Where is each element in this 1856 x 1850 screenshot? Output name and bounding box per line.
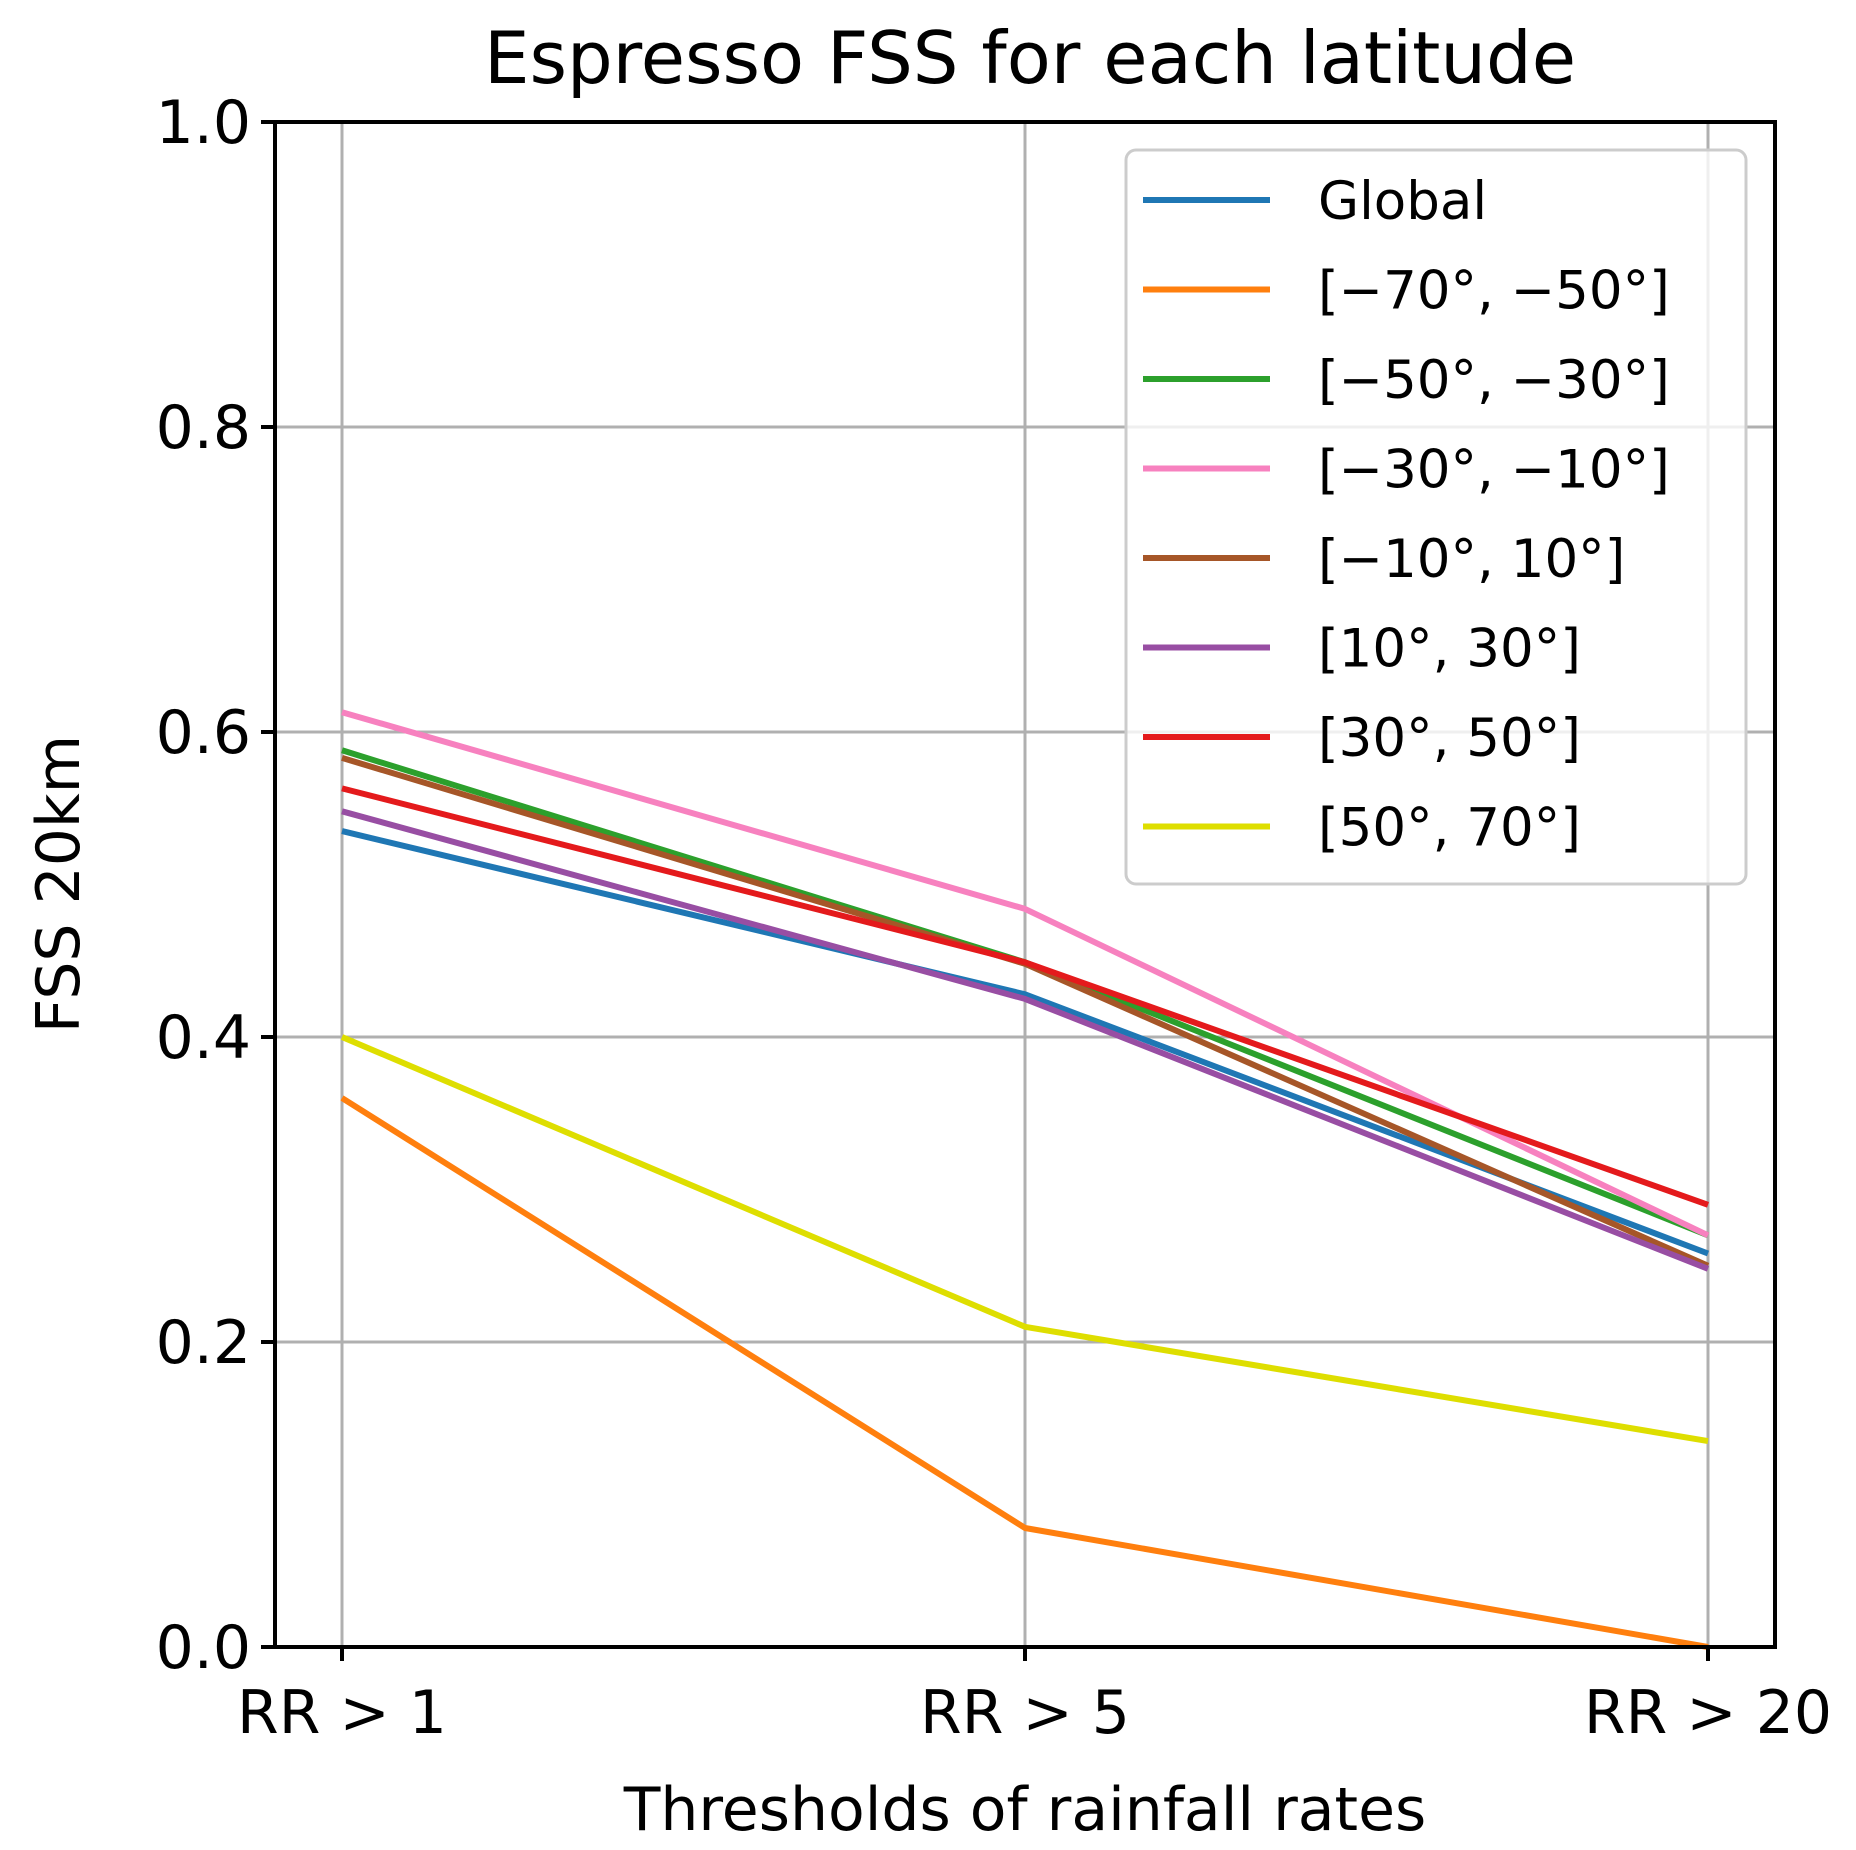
series-lines bbox=[340, 709, 1710, 1650]
y-tick-label: 0.0 bbox=[156, 1613, 251, 1683]
legend-label: [−70°, −50°] bbox=[1318, 261, 1670, 322]
y-tick-label: 0.8 bbox=[156, 393, 251, 463]
y-tick-label: 1.0 bbox=[156, 88, 251, 158]
y-axis-ticks: 0.0 0.2 0.4 0.6 0.8 1.0 bbox=[156, 88, 275, 1683]
x-tick-label: RR > 1 bbox=[237, 1678, 447, 1748]
series-line bbox=[340, 1095, 1709, 1650]
series-line bbox=[341, 785, 1710, 1208]
x-tick-label: RR > 20 bbox=[1584, 1678, 1832, 1748]
x-tick-label: RR > 5 bbox=[920, 1678, 1130, 1748]
legend-label: [50°, 70°] bbox=[1318, 798, 1581, 859]
y-tick-label: 0.6 bbox=[156, 698, 251, 768]
series-line bbox=[340, 1034, 1709, 1445]
y-tick-label: 0.4 bbox=[156, 1003, 251, 1073]
legend-label: [10°, 30°] bbox=[1318, 619, 1581, 680]
y-axis-label: FSS 20km bbox=[24, 735, 94, 1033]
series-line bbox=[341, 808, 1710, 1272]
legend-label: [−30°, −10°] bbox=[1318, 440, 1670, 501]
y-tick-label: 0.2 bbox=[156, 1308, 251, 1378]
legend: Global [−70°, −50°] [−50°, −30°] [−30°, −10… bbox=[1124, 148, 1748, 886]
chart-title: Espresso FSS for each latitude bbox=[484, 16, 1576, 100]
legend-label: [−50°, −30°] bbox=[1318, 350, 1670, 411]
legend-label: [−10°, 10°] bbox=[1318, 529, 1625, 590]
x-axis-label: Thresholds of rainfall rates bbox=[623, 1775, 1427, 1845]
legend-box bbox=[1124, 148, 1748, 886]
x-axis-ticks: RR > 1 RR > 5 RR > 20 bbox=[237, 1647, 1832, 1748]
legend-label: Global bbox=[1318, 171, 1487, 232]
legend-label: [30°, 50°] bbox=[1318, 708, 1581, 769]
